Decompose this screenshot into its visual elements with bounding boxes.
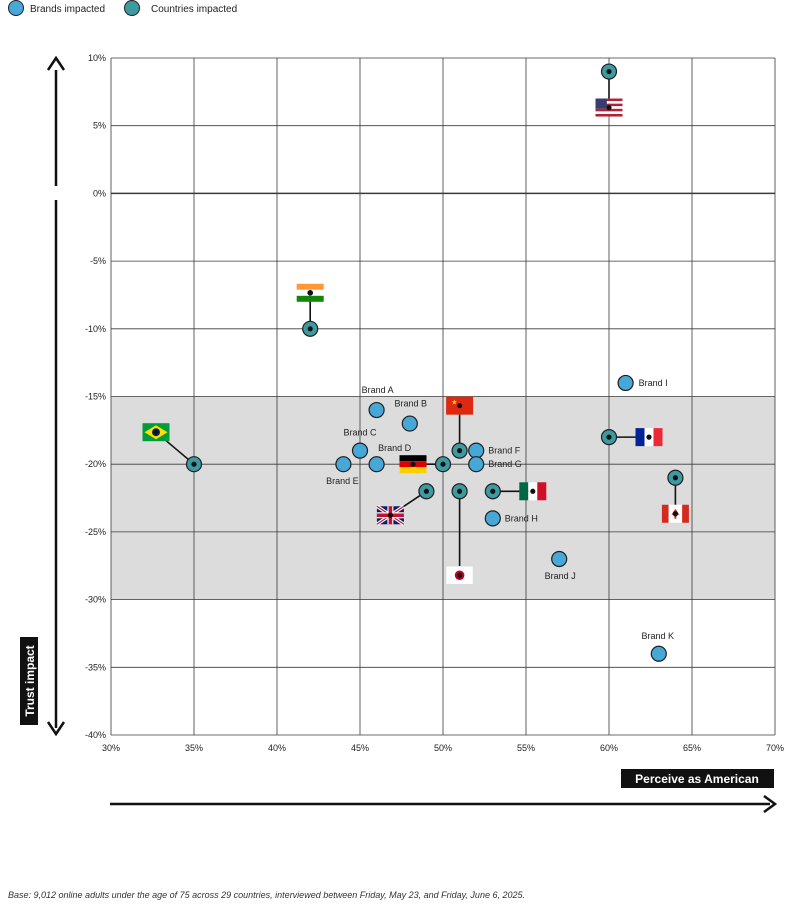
connector-end-dot: [307, 290, 313, 296]
brand-point: [484, 510, 501, 527]
connector-end-dot: [646, 434, 652, 440]
connector-end-dot: [457, 403, 463, 409]
x-axis-title-text: Perceive as American: [635, 772, 759, 786]
brand-point: [551, 550, 568, 568]
x-tick-label: 40%: [268, 743, 286, 753]
y-tick-label: 5%: [93, 121, 106, 131]
country-point-center: [457, 488, 463, 494]
legend-countries-swatch: [124, 0, 140, 16]
country-point-center: [606, 68, 612, 75]
x-axis-title: Perceive as American: [621, 769, 774, 788]
x-tick-label: 30%: [102, 743, 120, 753]
y-tick-label: -10%: [85, 324, 106, 334]
brand-point: [401, 415, 418, 432]
country-point-center: [191, 461, 197, 467]
brand-point-label: Brand E: [326, 476, 359, 486]
y-tick-label: -20%: [85, 459, 106, 469]
y-tick-label: -25%: [85, 527, 106, 537]
legend-brands-swatch: [8, 0, 24, 16]
connector-end-dot: [530, 488, 536, 494]
brand-point-label: Brand F: [488, 446, 521, 456]
brand-point: [650, 645, 667, 662]
y-tick-label: -5%: [90, 256, 106, 266]
brand-point: [368, 401, 385, 419]
brand-point-label: Brand I: [639, 378, 668, 388]
country-point-center: [457, 448, 463, 454]
connector-end-dot: [672, 511, 679, 517]
y-tick-label: -30%: [85, 595, 106, 605]
y-axis-arrow: [46, 55, 66, 737]
brand-point-label: Brand K: [642, 631, 675, 641]
brand-point-label: Brand A: [362, 385, 394, 395]
brand-point-label: Brand B: [395, 399, 428, 409]
x-tick-label: 35%: [185, 743, 203, 753]
y-axis-title: Trust impact: [20, 637, 38, 725]
brand-point: [617, 374, 634, 392]
plot-area: 10% 5% 0% -5% -10% -15% -20% -25% -30% -35% -40% 30…: [85, 53, 784, 753]
y-axis-title-text: Trust impact: [23, 645, 37, 716]
brand-point: [368, 456, 385, 473]
y-tick-label: -35%: [85, 662, 106, 672]
brand-point-label: Brand J: [545, 571, 576, 581]
x-tick-label: 55%: [517, 743, 535, 753]
footnote: Base: 9,012 online adults under the age …: [8, 890, 525, 900]
country-point-center: [672, 475, 679, 481]
connector-end-dot: [153, 429, 159, 435]
connector-end-dot: [606, 104, 612, 111]
legend: Brands impacted Countries impacted: [8, 0, 237, 16]
x-tick-label: 65%: [683, 743, 701, 753]
connector-end-dot: [387, 512, 393, 518]
brand-point: [351, 442, 369, 459]
brand-point: [468, 456, 485, 473]
y-tick-label: 0%: [93, 188, 106, 198]
brand-point-label: Brand D: [378, 443, 412, 453]
x-tick-label: 50%: [434, 743, 452, 753]
country-point-center: [490, 488, 496, 494]
legend-countries-label: Countries impacted: [151, 4, 237, 15]
brand-point-label: Brand H: [505, 513, 538, 523]
svg-text:★: ★: [451, 399, 457, 407]
y-tick-label: -15%: [85, 392, 106, 402]
brand-point: [468, 442, 485, 459]
connector-end-dot: [457, 572, 463, 578]
brand-point: [335, 456, 352, 473]
brand-point-label: Brand G: [488, 459, 522, 469]
country-point-center: [307, 326, 313, 332]
x-tick-label: 45%: [351, 743, 369, 753]
country-point-center: [606, 434, 612, 440]
x-tick-label: 70%: [766, 743, 784, 753]
country-point-center: [423, 488, 429, 494]
x-tick-label: 60%: [600, 743, 618, 753]
x-axis-arrow: [110, 794, 778, 814]
y-tick-label: 10%: [88, 53, 106, 63]
connector-end-dot: [410, 461, 416, 467]
y-tick-label: -40%: [85, 730, 106, 740]
legend-brands-label: Brands impacted: [30, 4, 105, 15]
country-point-center: [440, 461, 446, 467]
brand-point-label: Brand C: [343, 428, 377, 438]
